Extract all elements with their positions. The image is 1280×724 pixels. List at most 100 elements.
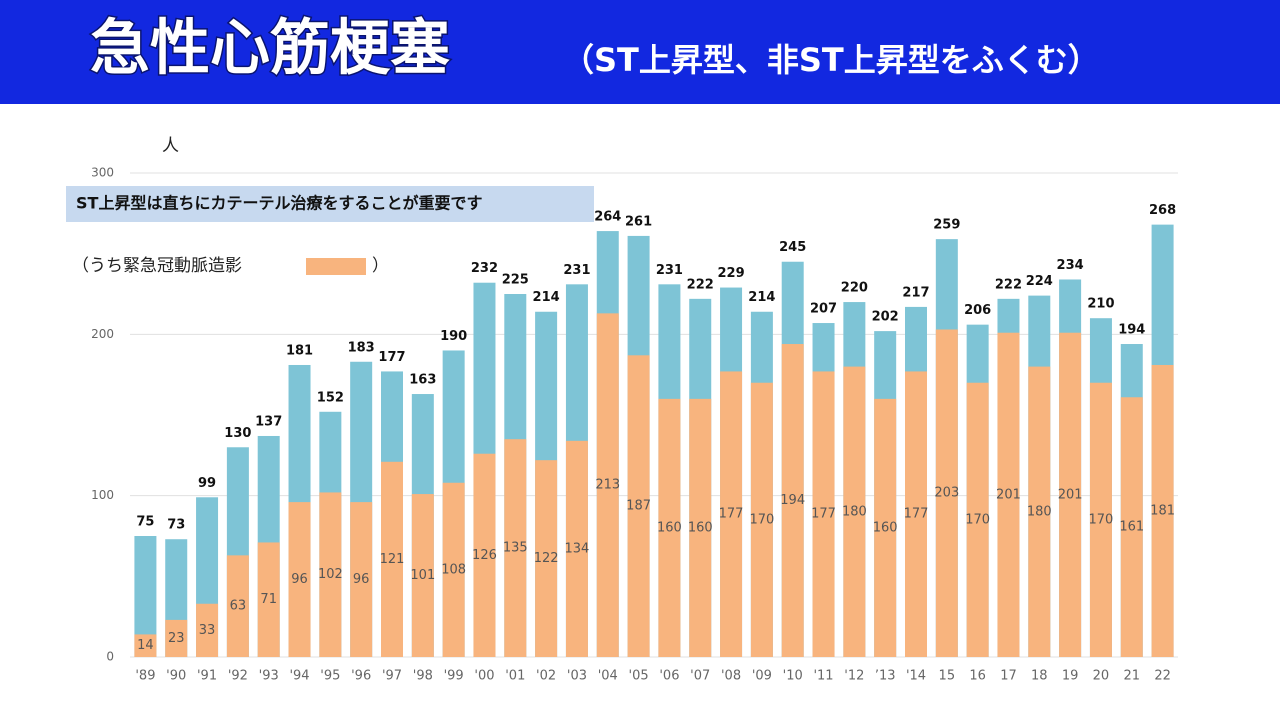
y-axis-label: 人 bbox=[162, 136, 179, 156]
bar bbox=[658, 398, 681, 657]
total-label: 210 bbox=[1087, 297, 1114, 312]
total-label: 234 bbox=[1057, 258, 1084, 273]
x-tick-label: '11 bbox=[813, 669, 833, 684]
bar bbox=[935, 329, 958, 657]
subset-label: 177 bbox=[719, 507, 744, 522]
bar bbox=[257, 542, 280, 657]
annotation-box bbox=[66, 186, 594, 222]
bar bbox=[905, 371, 927, 657]
title-bar bbox=[0, 0, 1280, 104]
total-label: 99 bbox=[198, 476, 216, 491]
total-label: 261 bbox=[625, 214, 652, 229]
subset-label: 160 bbox=[688, 520, 713, 535]
x-tick-label: '06 bbox=[659, 669, 679, 684]
subset-label: 160 bbox=[873, 520, 898, 535]
bar bbox=[1028, 366, 1051, 657]
x-tick-label: '12 bbox=[844, 669, 864, 684]
subset-label: 33 bbox=[199, 623, 216, 638]
chart-title: 急性心筋梗塞 bbox=[90, 14, 450, 84]
bar bbox=[134, 536, 157, 657]
bar bbox=[411, 494, 434, 657]
x-tick-label: 17 bbox=[1000, 669, 1017, 684]
total-label: 232 bbox=[471, 261, 498, 276]
total-label: 206 bbox=[964, 303, 991, 318]
total-label: 231 bbox=[563, 263, 590, 278]
subset-label: 194 bbox=[780, 493, 805, 508]
x-tick-label: 19 bbox=[1062, 669, 1079, 684]
subset-label: 213 bbox=[595, 478, 620, 493]
subset-label: 177 bbox=[904, 507, 929, 522]
total-label: 214 bbox=[533, 290, 560, 305]
x-tick-label: 18 bbox=[1031, 669, 1048, 684]
subset-label: 135 bbox=[503, 541, 528, 556]
subset-label: 101 bbox=[410, 568, 435, 583]
legend-close: ） bbox=[372, 256, 389, 276]
subset-label: 108 bbox=[441, 562, 466, 577]
y-tick-label: 0 bbox=[106, 650, 114, 664]
bar bbox=[966, 382, 989, 657]
x-tick-label: '04 bbox=[598, 669, 618, 684]
chart-subtitle: （ST上昇型、非ST上昇型をふくむ） bbox=[562, 41, 1100, 79]
x-tick-label: '97 bbox=[382, 669, 402, 684]
total-label: 245 bbox=[779, 240, 806, 255]
x-tick-label: '92 bbox=[228, 669, 248, 684]
total-label: 207 bbox=[810, 302, 837, 317]
subset-label: 160 bbox=[657, 520, 682, 535]
bar bbox=[134, 634, 157, 657]
total-label: 268 bbox=[1149, 203, 1176, 218]
bar bbox=[226, 555, 249, 657]
subset-label: 203 bbox=[934, 486, 959, 501]
x-tick-label: '08 bbox=[721, 669, 741, 684]
total-label: 264 bbox=[594, 210, 621, 225]
bar bbox=[442, 482, 465, 657]
bar bbox=[350, 502, 373, 657]
bar bbox=[565, 440, 588, 657]
bar bbox=[165, 619, 188, 657]
subset-label: 177 bbox=[811, 507, 836, 522]
bar bbox=[874, 398, 897, 657]
bar bbox=[319, 492, 342, 657]
total-label: 229 bbox=[717, 266, 744, 281]
subset-label: 170 bbox=[1089, 512, 1114, 527]
x-tick-label: 16 bbox=[969, 669, 986, 684]
y-tick-label: 200 bbox=[91, 327, 114, 341]
total-label: 222 bbox=[995, 277, 1022, 292]
subset-label: 96 bbox=[291, 572, 308, 587]
total-label: 177 bbox=[378, 350, 405, 365]
x-tick-label: '91 bbox=[197, 669, 217, 684]
x-tick-label: '95 bbox=[320, 669, 340, 684]
x-tick-label: '96 bbox=[351, 669, 371, 684]
total-label: 130 bbox=[224, 426, 251, 441]
x-tick-label: '03 bbox=[567, 669, 587, 684]
x-tick-label: '01 bbox=[505, 669, 525, 684]
total-label: 194 bbox=[1118, 323, 1145, 338]
x-tick-label: '10 bbox=[783, 669, 803, 684]
x-tick-label: '05 bbox=[629, 669, 649, 684]
x-tick-label: '90 bbox=[166, 669, 186, 684]
bar bbox=[596, 313, 619, 657]
subset-label: 187 bbox=[626, 499, 651, 514]
bar bbox=[1151, 364, 1174, 657]
x-tick-label: '98 bbox=[413, 669, 433, 684]
bar bbox=[627, 355, 650, 657]
bar bbox=[381, 461, 403, 657]
x-tick-label: '14 bbox=[906, 669, 926, 684]
total-label: 181 bbox=[286, 343, 313, 358]
x-tick-label: ’13 bbox=[875, 669, 896, 684]
x-tick-label: '99 bbox=[444, 669, 464, 684]
total-label: 190 bbox=[440, 329, 467, 344]
subset-label: 170 bbox=[965, 512, 990, 527]
subset-label: 102 bbox=[318, 567, 343, 582]
subset-label: 23 bbox=[168, 631, 185, 646]
x-tick-label: '89 bbox=[135, 669, 155, 684]
bar bbox=[689, 398, 712, 657]
bar bbox=[473, 453, 496, 657]
subset-label: 201 bbox=[996, 487, 1021, 502]
total-label: 137 bbox=[255, 414, 282, 429]
x-tick-label: '00 bbox=[474, 669, 494, 684]
subset-label: 122 bbox=[534, 551, 559, 566]
total-label: 259 bbox=[933, 218, 960, 233]
x-tick-label: '07 bbox=[690, 669, 710, 684]
